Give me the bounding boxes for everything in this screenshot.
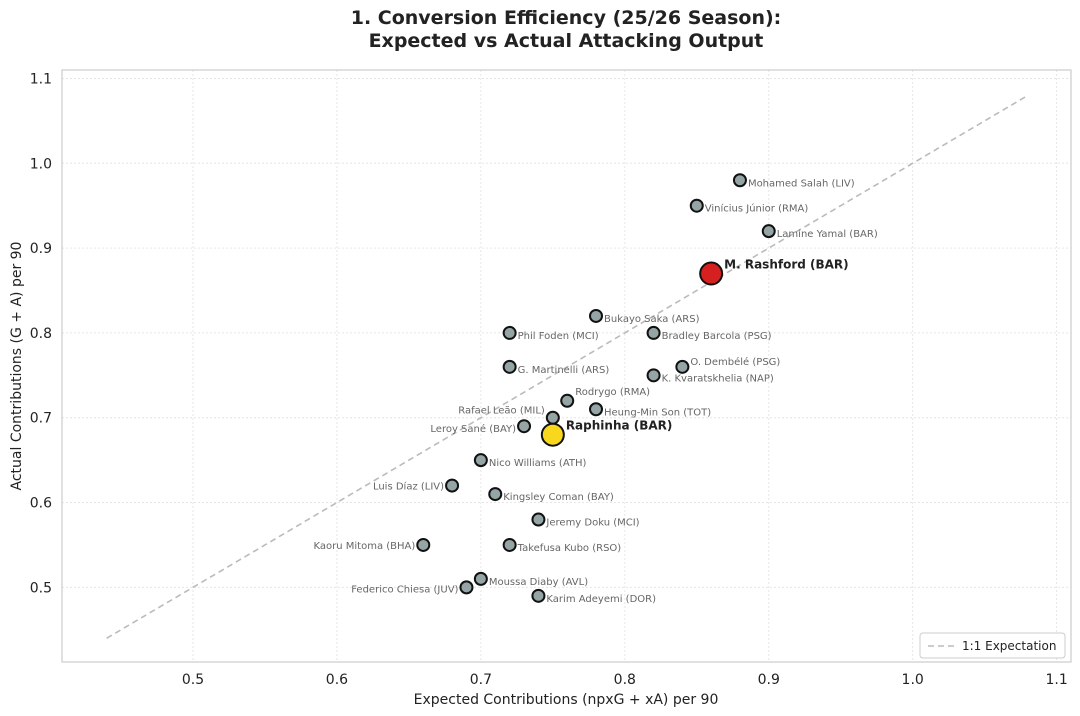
data-point <box>761 224 776 239</box>
point-label: Phil Foden (MCI) <box>518 331 599 342</box>
point-label: Heung-Min Son (TOT) <box>604 407 711 418</box>
x-tick-label: 0.6 <box>326 672 348 688</box>
data-point <box>488 487 503 502</box>
data-point <box>689 198 704 213</box>
y-axis-label: Actual Contributions (G + A) per 90 <box>9 242 25 491</box>
point-label: Vinícius Júnior (RMA) <box>705 203 809 215</box>
data-point <box>517 419 532 434</box>
data-point <box>560 393 575 408</box>
data-point <box>445 478 460 493</box>
point-label: K. Kvaratskhelia (NAP) <box>662 373 774 384</box>
x-tick-label: 0.9 <box>758 672 780 688</box>
point-label: G. Martinelli (ARS) <box>518 365 610 376</box>
one-to-one-line <box>106 94 1029 639</box>
point-label: Bukayo Saka (ARS) <box>604 314 700 325</box>
plot-frame <box>61 69 1072 663</box>
highlight-point <box>540 422 565 447</box>
data-point <box>502 325 517 340</box>
points: Mohamed Salah (LIV) Vinícius Júnior (RMA)… <box>314 173 878 605</box>
x-tick-label: 0.7 <box>470 672 492 688</box>
point-label: Takefusa Kubo (RSO) <box>517 543 622 554</box>
y-tick-label: 0.6 <box>30 496 52 512</box>
y-tick-label: 0.9 <box>30 241 52 257</box>
point-label: Kaoru Mitoma (BHA) <box>314 541 416 552</box>
ticks: 0.5 0.6 0.7 0.8 0.9 1.0 1.1 0.5 0.6 0.7 0.8 0.9 1.0 1… <box>30 71 1068 688</box>
point-label: Federico Chiesa (JUV) <box>351 584 458 595</box>
point-label: Kingsley Coman (BAY) <box>503 492 614 503</box>
data-point <box>675 359 690 374</box>
data-point <box>531 512 546 527</box>
chart-subtitle: Expected vs Actual Attacking Output <box>369 30 764 52</box>
point-label: Nico Williams (ATH) <box>489 458 587 469</box>
legend-label: 1:1 Expectation <box>962 639 1056 653</box>
data-point <box>545 410 560 425</box>
x-tick-label: 0.8 <box>614 672 636 688</box>
point-label: Bradley Barcola (PSG) <box>662 331 772 342</box>
highlight-label: Raphinha (BAR) <box>566 419 673 433</box>
point-label: Moussa Diaby (AVL) <box>489 577 588 588</box>
point-label: O. Dembélé (PSG) <box>690 356 780 368</box>
data-point <box>589 308 604 323</box>
point-label: Rafael Leão (MIL) <box>458 406 545 417</box>
point-label: Jeremy Doku (MCI) <box>545 518 639 529</box>
x-tick-label: 0.5 <box>182 672 204 688</box>
y-tick-label: 1.1 <box>30 71 52 87</box>
data-point <box>502 359 517 374</box>
y-tick-label: 0.7 <box>30 411 52 427</box>
point-label: Leroy Sané (BAY) <box>430 423 516 435</box>
data-point <box>732 173 747 188</box>
data-point <box>459 580 474 595</box>
highlight-label: M. Rashford (BAR) <box>724 258 849 272</box>
point-label: Lamine Yamal (BAR) <box>777 229 878 240</box>
data-point <box>646 325 661 340</box>
data-point <box>589 402 604 417</box>
data-point <box>473 571 488 586</box>
y-tick-label: 0.8 <box>30 326 52 342</box>
data-point <box>416 537 431 552</box>
chart-title: 1. Conversion Efficiency (25/26 Season): <box>351 7 782 29</box>
legend: 1:1 Expectation <box>919 632 1066 659</box>
highlight-point <box>699 261 724 286</box>
point-label: Mohamed Salah (LIV) <box>748 178 855 189</box>
point-label: Luis Díaz (LIV) <box>373 481 444 493</box>
x-axis-label: Expected Contributions (npxG + xA) per 9… <box>414 692 719 708</box>
y-tick-label: 0.5 <box>30 580 52 596</box>
x-tick-label: 1.0 <box>902 672 924 688</box>
data-point <box>531 588 546 603</box>
data-point <box>473 453 488 468</box>
data-point <box>646 368 661 383</box>
x-tick-label: 1.1 <box>1045 672 1067 688</box>
y-tick-label: 1.0 <box>30 156 52 172</box>
point-label: Rodrygo (RMA) <box>575 387 650 398</box>
grid <box>62 70 1071 662</box>
point-label: Karim Adeyemi (DOR) <box>546 594 656 605</box>
data-point <box>502 537 517 552</box>
